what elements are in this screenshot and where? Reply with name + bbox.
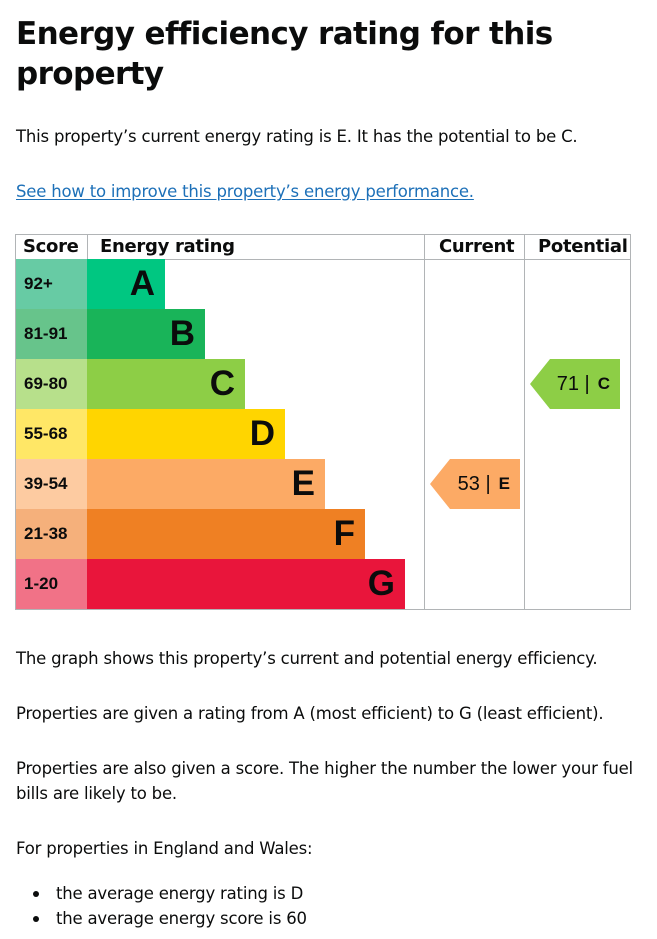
chart-score-divider — [87, 234, 88, 260]
band-letter-a: A — [129, 264, 155, 303]
current-score-value: 53 | — [457, 472, 491, 495]
improve-energy-performance-link[interactable]: See how to improve this property’s energ… — [16, 182, 474, 201]
band-score-f: 21-38 — [16, 509, 87, 559]
band-letter-d: D — [249, 414, 275, 453]
chart-bottom-border — [15, 609, 631, 610]
band-bar-g: G — [87, 559, 405, 609]
graph-description: The graph shows this property’s current … — [16, 649, 598, 668]
band-letter-c: C — [209, 364, 235, 403]
current-column-header: Current — [439, 236, 515, 257]
score-column-header: Score — [23, 236, 79, 257]
band-bar-d: D — [87, 409, 285, 459]
improve-link-paragraph: See how to improve this property’s energ… — [16, 179, 646, 204]
chart-right-border — [630, 234, 631, 610]
band-score-c: 69-80 — [16, 359, 87, 409]
region-intro: For properties in England and Wales: — [16, 839, 313, 858]
score-description: Properties are also given a score. The h… — [16, 759, 633, 803]
potential-score-value: 71 | — [556, 372, 590, 395]
band-bar-a: A — [87, 259, 165, 309]
band-letter-e: E — [291, 464, 315, 503]
current-rating-letter: E — [498, 474, 510, 493]
chart-top-border — [15, 234, 631, 235]
bullet-icon — [33, 891, 39, 897]
chart-current-divider — [424, 234, 425, 610]
band-score-e: 39-54 — [16, 459, 87, 509]
band-score-a: 92+ — [16, 259, 87, 309]
band-score-b: 81-91 — [16, 309, 87, 359]
band-bar-e: E — [87, 459, 325, 509]
potential-column-header: Potential — [538, 236, 628, 257]
potential-rating-arrow: 71 | C — [530, 359, 620, 409]
band-score-g: 1-20 — [16, 559, 87, 609]
list-item-text: the average energy score is 60 — [56, 909, 307, 928]
band-letter-b: B — [169, 314, 195, 353]
band-bar-c: C — [87, 359, 245, 409]
band-bar-b: B — [87, 309, 205, 359]
list-item: the average energy rating is D — [16, 881, 307, 906]
current-rating-arrow: 53 | E — [430, 459, 520, 509]
bullet-icon — [33, 916, 39, 922]
chart-potential-divider — [524, 234, 525, 610]
potential-rating-letter: C — [597, 374, 610, 393]
band-letter-g: G — [367, 564, 395, 603]
page-title: Energy efficiency rating for this proper… — [16, 16, 553, 92]
band-score-d: 55-68 — [16, 409, 87, 459]
band-letter-f: F — [333, 514, 355, 553]
chart-left-border — [15, 234, 16, 610]
band-bar-f: F — [87, 509, 365, 559]
energy-rating-column-header: Energy rating — [100, 236, 235, 257]
energy-rating-chart: Score Energy rating Current Potential 92… — [15, 234, 631, 610]
chart-header-divider — [15, 259, 631, 260]
rating-description: Properties are given a rating from A (mo… — [16, 704, 604, 723]
current-rating-summary: This property’s current energy rating is… — [16, 127, 578, 146]
average-list: the average energy rating is D the avera… — [16, 881, 307, 931]
list-item-text: the average energy rating is D — [56, 884, 304, 903]
list-item: the average energy score is 60 — [16, 906, 307, 931]
